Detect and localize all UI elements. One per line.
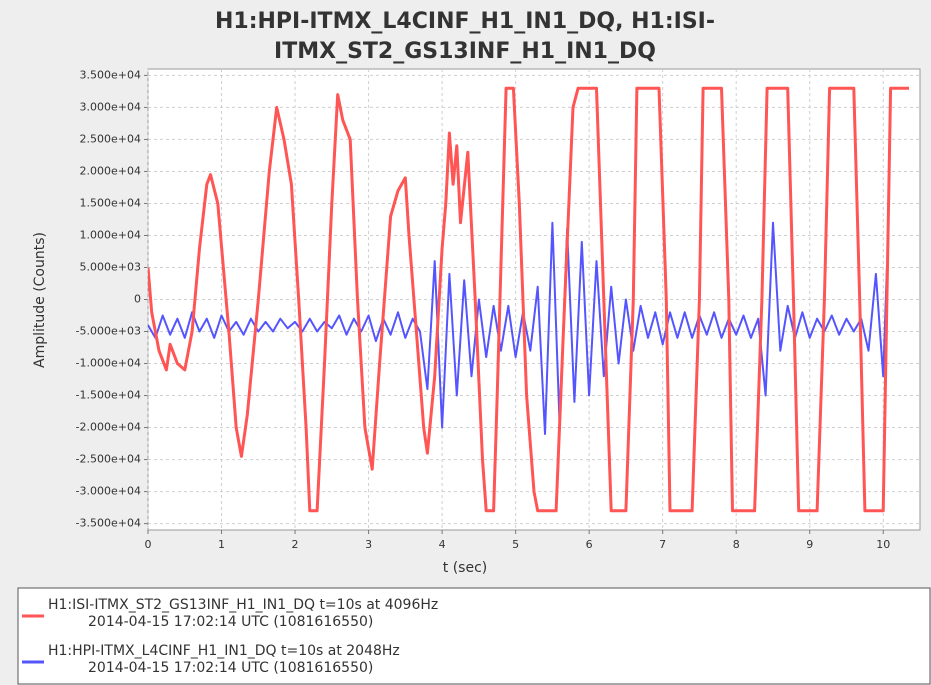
chart-title: H1:HPI-ITMX_L4CINF_H1_IN1_DQ, H1:ISI- bbox=[215, 9, 715, 34]
y-tick-label: -5.000e+03 bbox=[76, 325, 141, 338]
y-tick-label: -3.000e+04 bbox=[76, 485, 141, 498]
legend-label: H1:ISI-ITMX_ST2_GS13INF_H1_IN1_DQ t=10s … bbox=[48, 597, 438, 613]
y-tick-label: -3.500e+04 bbox=[76, 517, 141, 530]
x-tick-label: 6 bbox=[586, 538, 593, 551]
x-tick-label: 0 bbox=[145, 538, 152, 551]
x-tick-label: 3 bbox=[365, 538, 372, 551]
x-tick-label: 10 bbox=[876, 538, 890, 551]
legend bbox=[17, 587, 931, 685]
series-line bbox=[148, 221, 888, 435]
x-tick-label: 5 bbox=[512, 538, 519, 551]
y-tick-label: 0 bbox=[134, 293, 141, 306]
y-tick-label: -2.000e+04 bbox=[76, 421, 141, 434]
x-tick-label: 2 bbox=[292, 538, 299, 551]
y-tick-label: 2.000e+04 bbox=[80, 164, 141, 177]
y-tick-label: -1.000e+04 bbox=[76, 357, 141, 370]
y-tick-label: 3.500e+04 bbox=[80, 68, 141, 81]
x-tick-label: 8 bbox=[733, 538, 740, 551]
x-tick-label: 4 bbox=[439, 538, 446, 551]
legend-description: 2014-04-15 17:02:14 UTC (1081616550) bbox=[88, 614, 373, 630]
series-line bbox=[148, 86, 909, 513]
y-tick-label: -1.500e+04 bbox=[76, 389, 141, 402]
y-tick-label: 2.500e+04 bbox=[80, 132, 141, 145]
x-axis-label: t (sec) bbox=[443, 560, 487, 576]
y-tick-label: 1.000e+04 bbox=[80, 228, 141, 241]
chart-title: ITMX_ST2_GS13INF_H1_IN1_DQ bbox=[274, 39, 656, 64]
legend-description: 2014-04-15 17:02:14 UTC (1081616550) bbox=[88, 660, 373, 676]
y-tick-label: -2.500e+04 bbox=[76, 453, 141, 466]
x-tick-label: 7 bbox=[659, 538, 666, 551]
x-tick-label: 1 bbox=[218, 538, 225, 551]
y-tick-label: 3.000e+04 bbox=[80, 100, 141, 113]
legend-label: H1:HPI-ITMX_L4CINF_H1_IN1_DQ t=10s at 20… bbox=[48, 643, 400, 659]
y-axis-label: Amplitude (Counts) bbox=[32, 232, 48, 368]
y-tick-label: 5.000e+03 bbox=[80, 260, 141, 273]
y-tick-label: 1.500e+04 bbox=[80, 196, 141, 209]
x-tick-label: 9 bbox=[806, 538, 813, 551]
